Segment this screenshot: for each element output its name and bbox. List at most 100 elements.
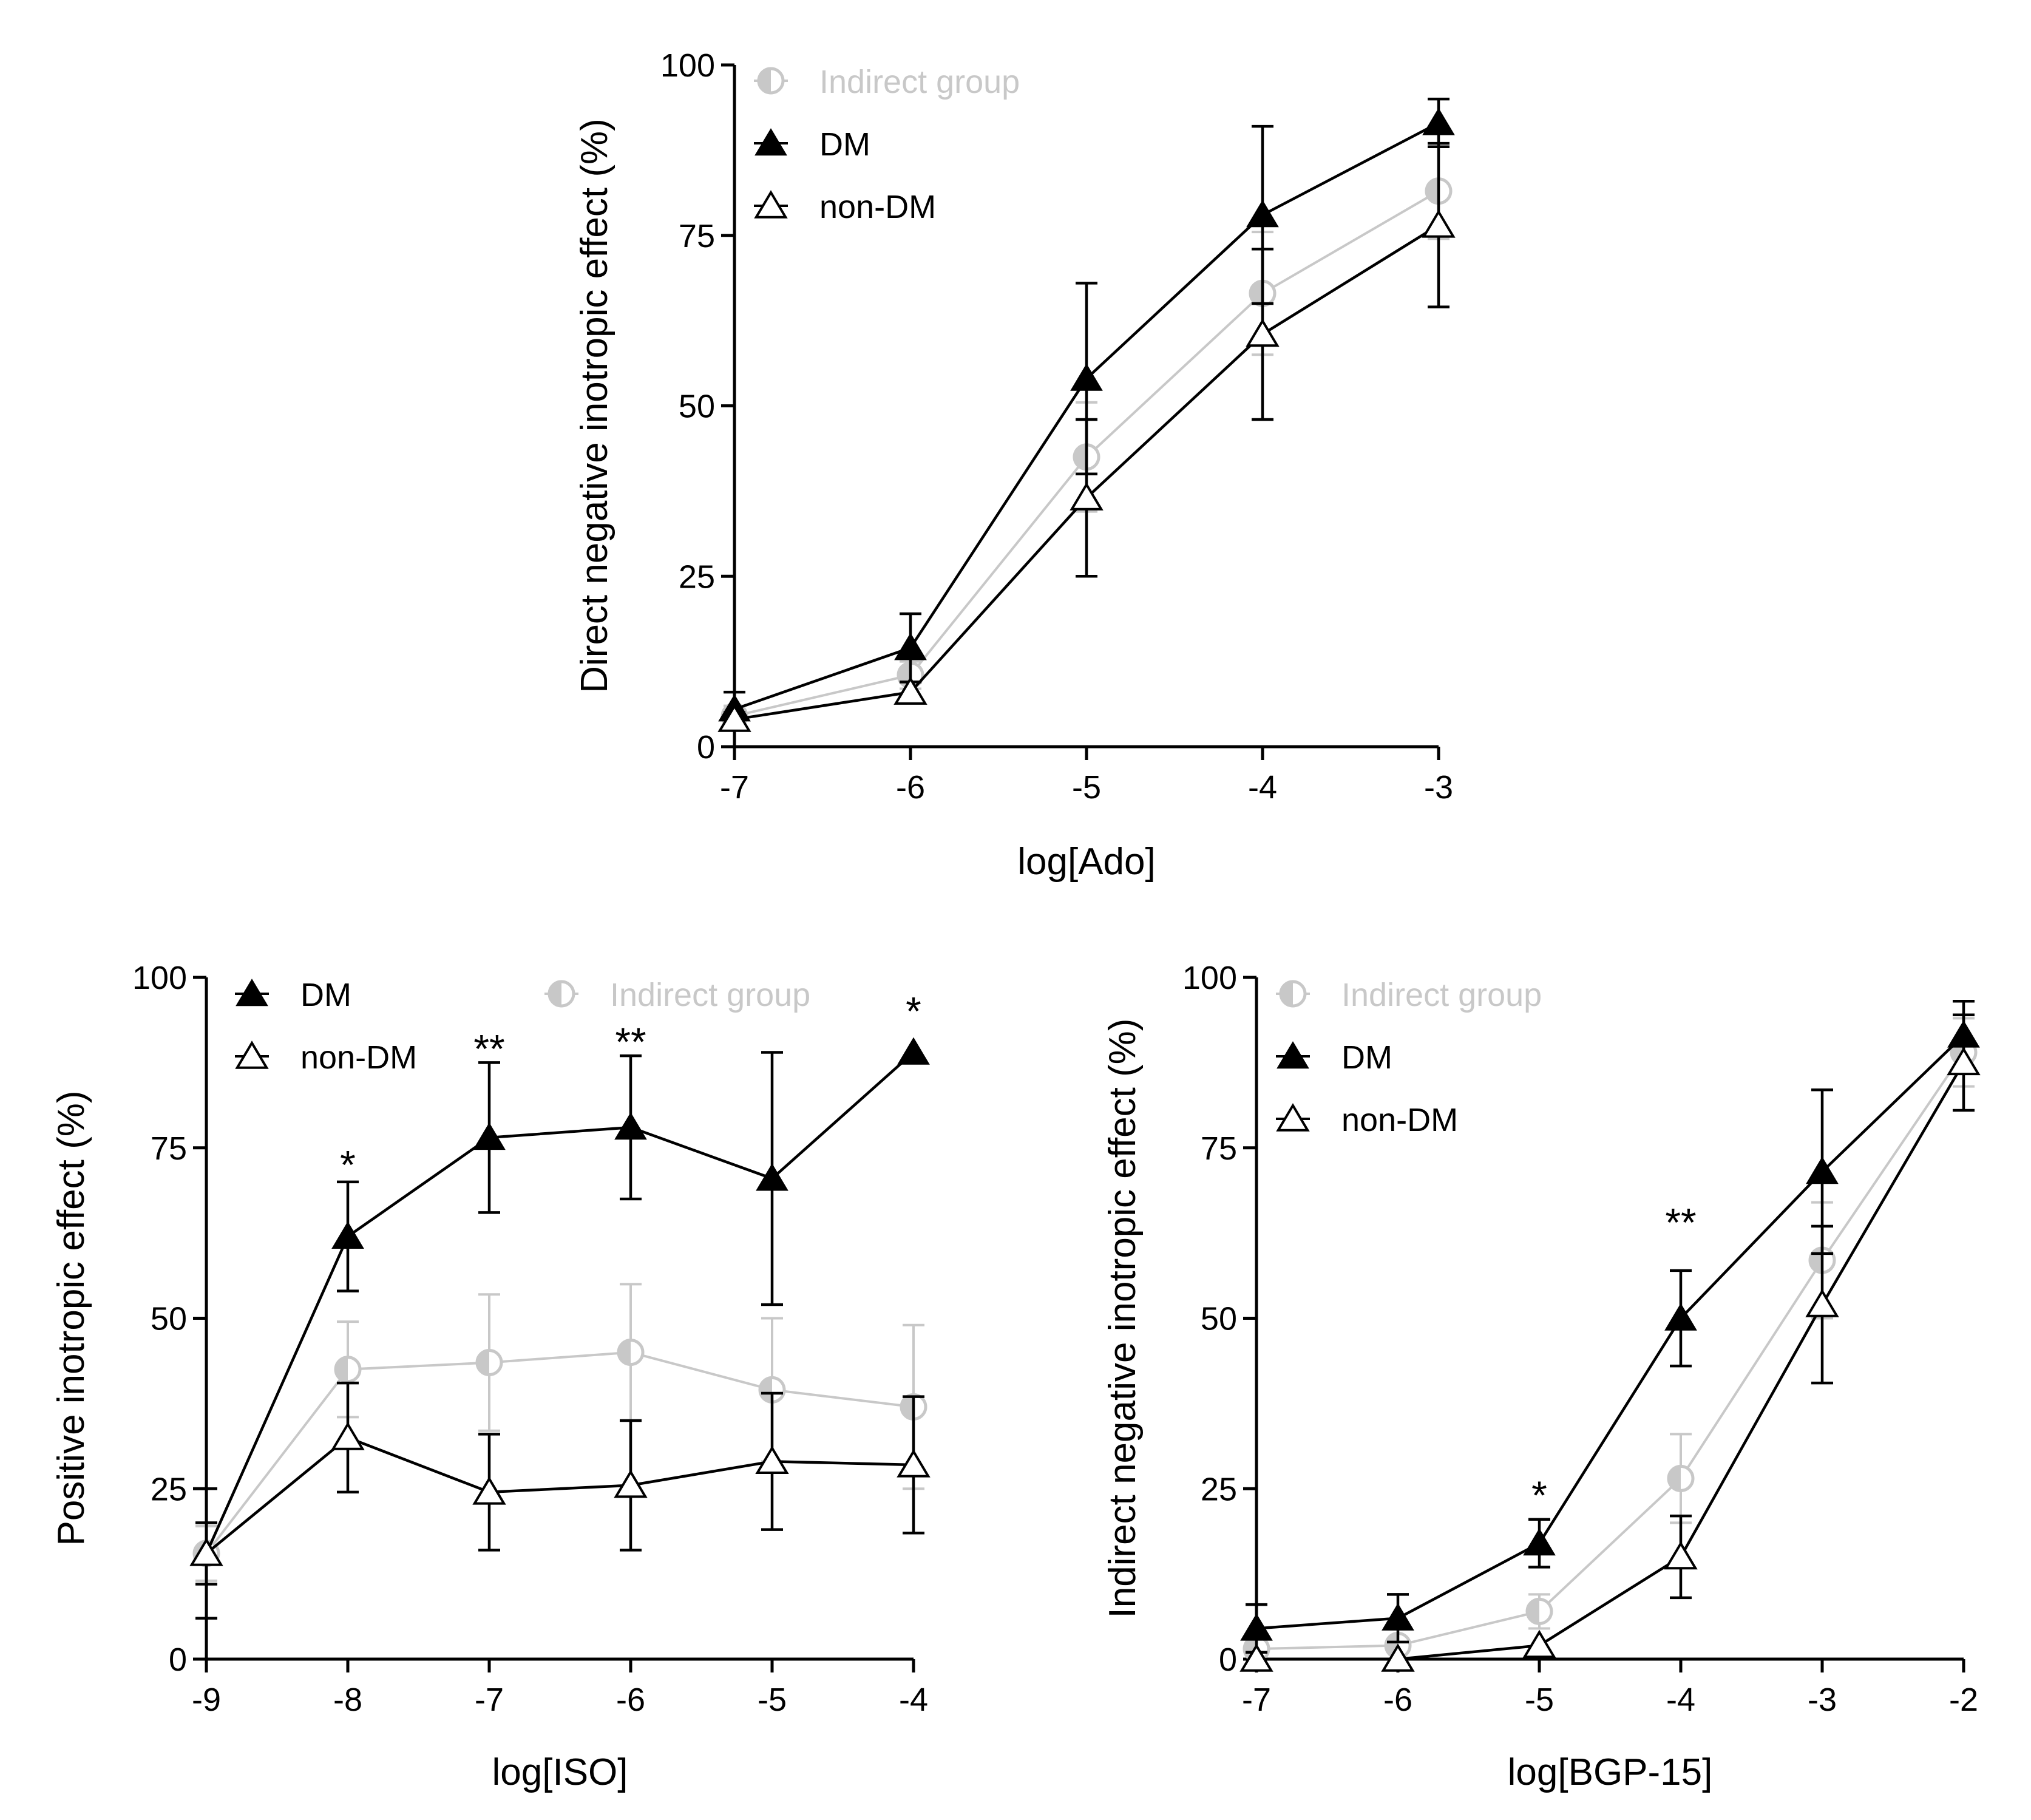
series-line	[205, 1351, 914, 1555]
marker-half-fill	[619, 1340, 631, 1365]
data-point	[897, 1037, 930, 1065]
data-point	[475, 1348, 503, 1376]
marker-half-fill	[1281, 982, 1293, 1006]
x-tick-label: -5	[1072, 769, 1101, 806]
chart-2: 0 25 50 75 100 -9 -8 -7 -6 -5 -4 log[ISO] Positive i…	[50, 960, 931, 1793]
data-point	[755, 1445, 789, 1475]
y-axis-label: Positive inotropic effect (%)	[50, 1090, 92, 1546]
x-tick-label: -6	[616, 1682, 645, 1718]
legend-marker	[548, 980, 575, 1008]
axes	[1255, 977, 1964, 1661]
legend-marker	[236, 979, 268, 1007]
marker-half-fill	[759, 69, 771, 93]
legend-item-non_dm: non-DM	[235, 1039, 417, 1076]
y-tick-label: 25	[1201, 1471, 1237, 1507]
series-dm	[190, 1037, 930, 1586]
x-tick-label: -6	[896, 769, 925, 806]
x-tick-label: -3	[1808, 1682, 1837, 1718]
legend-label: DM	[819, 126, 870, 163]
data-point	[1422, 209, 1456, 238]
legend-item-indirect: Indirect group	[754, 64, 1020, 100]
data-point	[1382, 1603, 1414, 1631]
data-point	[1246, 200, 1279, 228]
x-tick-label: -4	[1666, 1682, 1695, 1718]
series-dm	[1240, 1000, 1980, 1654]
series-non_dm	[189, 1381, 931, 1620]
data-point	[756, 1163, 788, 1191]
data-point	[331, 1221, 364, 1249]
legend: DM non-DM Indirect group	[235, 977, 810, 1076]
x-tick-label: -2	[1949, 1682, 1978, 1718]
x-tick-label: -7	[1242, 1682, 1271, 1718]
y-tick-label: 75	[151, 1130, 187, 1167]
x-axis-label: log[ISO]	[492, 1751, 628, 1793]
y-tick-label: 0	[1219, 1642, 1237, 1678]
legend-marker	[1277, 1041, 1309, 1069]
data-point	[617, 1339, 645, 1367]
legend-marker	[235, 1041, 269, 1069]
y-tick-label: 75	[1201, 1130, 1237, 1167]
significance-marker: **	[473, 1026, 504, 1071]
data-point	[1422, 107, 1455, 135]
data-point	[1523, 1528, 1556, 1556]
significance-marker: *	[906, 989, 921, 1034]
y-tick-label: 75	[679, 218, 715, 254]
data-point	[1070, 482, 1104, 511]
y-axis-label: Indirect negative inotropic effect (%)	[1102, 1019, 1144, 1618]
x-tick-label: -9	[192, 1682, 221, 1718]
data-point	[894, 633, 927, 660]
significance-marker: **	[615, 1019, 646, 1064]
data-point	[1947, 1047, 1981, 1076]
x-tick-label: -5	[758, 1682, 787, 1718]
legend-marker	[757, 67, 785, 95]
marker-half-fill	[1250, 281, 1263, 306]
marker-half-fill	[336, 1357, 348, 1382]
legend-item-indirect: Indirect group	[544, 977, 810, 1013]
x-axis-label: log[BGP-15]	[1508, 1751, 1713, 1793]
x-tick-label: -4	[1248, 769, 1277, 806]
legend-label: Indirect group	[610, 977, 810, 1013]
marker-half-fill	[477, 1350, 489, 1375]
legend-label: Indirect group	[1341, 977, 1542, 1013]
x-axis-label: log[Ado]	[1017, 841, 1156, 883]
significance-marker: *	[1531, 1473, 1547, 1518]
marker-half-fill	[549, 982, 561, 1006]
x-tick-label: -6	[1383, 1682, 1412, 1718]
y-tick-label: 0	[169, 1642, 187, 1678]
legend: Indirect group DM non-DM	[1276, 977, 1542, 1138]
legend-label: non-DM	[300, 1039, 417, 1076]
data-point	[1525, 1597, 1553, 1625]
chart-1: 0 25 50 75 100 -7 -6 -5 -4 -3 log[Ado] Direct negat…	[574, 47, 1456, 883]
legend-marker	[1279, 980, 1307, 1008]
y-tick-label: 50	[679, 389, 715, 425]
x-tick-label: -4	[899, 1682, 928, 1718]
legend-item-dm: DM	[754, 126, 870, 163]
data-point	[614, 1469, 648, 1498]
marker-half-fill	[760, 1377, 772, 1402]
y-tick-label: 50	[1201, 1301, 1237, 1337]
x-tick-label: -7	[720, 769, 749, 806]
x-tick-label: -3	[1424, 769, 1453, 806]
legend-marker	[754, 190, 788, 219]
legend-label: DM	[1341, 1039, 1392, 1076]
y-axis-label: Direct negative inotropic effect (%)	[574, 118, 615, 693]
data-point	[1664, 1541, 1698, 1570]
legend-label: non-DM	[1341, 1102, 1458, 1138]
x-tick-label: -8	[333, 1682, 362, 1718]
data-point	[893, 676, 927, 705]
series-line	[205, 1436, 914, 1555]
data-point	[897, 1449, 931, 1478]
data-point	[1381, 1643, 1415, 1672]
marker-half-fill	[1527, 1599, 1539, 1624]
y-tick-label: 25	[151, 1471, 187, 1507]
data-point	[1246, 318, 1280, 347]
data-point	[473, 1122, 506, 1150]
marker-half-fill	[1669, 1466, 1681, 1491]
data-point	[1805, 1289, 1839, 1317]
legend-label: non-DM	[819, 189, 936, 225]
series-non_dm	[717, 141, 1456, 732]
data-point	[1070, 363, 1103, 391]
series-line	[1256, 1034, 1965, 1630]
chart-3: 0 25 50 75 100 -7 -6 -5 -4 -3 -2 log[BGP-15] Indirec…	[1102, 960, 1981, 1793]
data-point	[1664, 1303, 1697, 1331]
